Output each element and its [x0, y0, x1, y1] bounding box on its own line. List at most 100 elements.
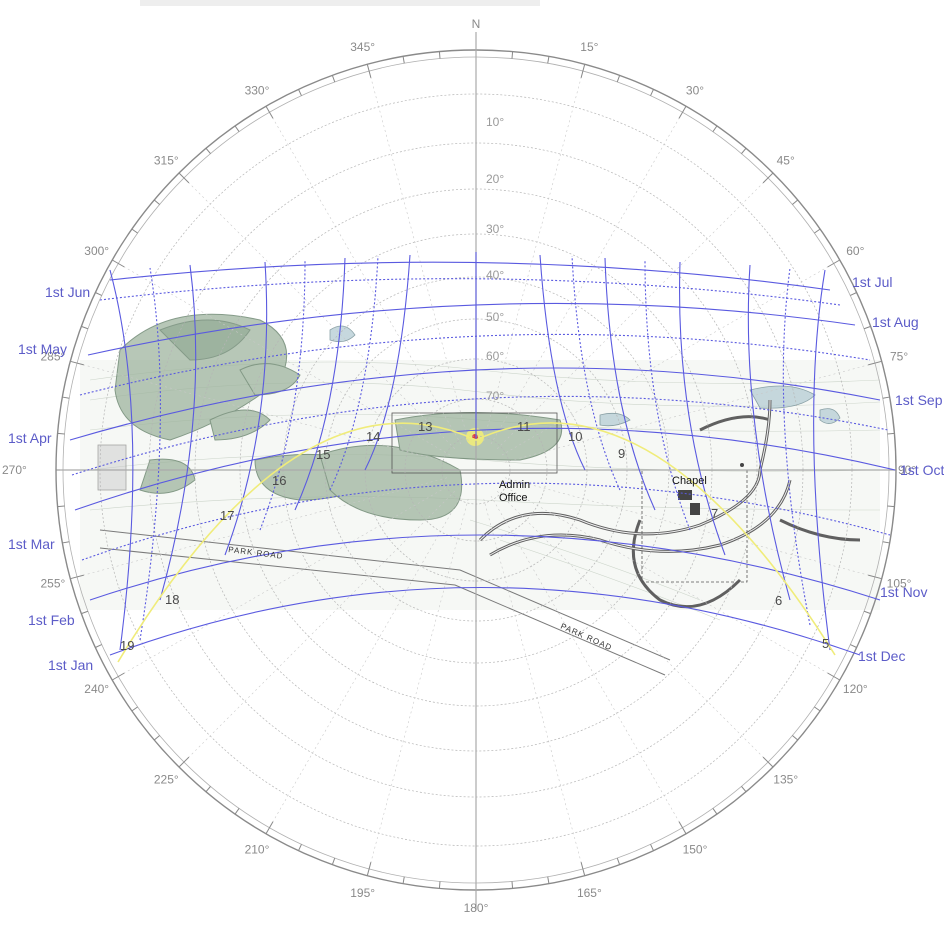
- altitude-label: 20°: [486, 172, 504, 186]
- ring-tick: [153, 199, 160, 205]
- hour-label: 7: [711, 506, 718, 521]
- hour-label: 9: [618, 446, 625, 461]
- ring-tick: [331, 75, 336, 83]
- altitude-labels: 10° 20° 30° 40° 50° 60° 70°: [486, 115, 504, 403]
- hour-label: 13: [418, 419, 432, 434]
- ring-tick: [57, 505, 65, 508]
- azimuth-label: 165°: [577, 886, 602, 900]
- ring-tick: [850, 644, 857, 648]
- ring-tick: [616, 857, 621, 865]
- month-label: 1st May: [18, 341, 67, 357]
- ring-tick: [402, 56, 405, 64]
- azimuth-label: 135°: [773, 773, 798, 787]
- ring-tick: [265, 821, 274, 834]
- ring-tick: [366, 862, 372, 876]
- ring-tick: [131, 228, 138, 234]
- azimuth-label: 105°: [887, 576, 912, 590]
- ring-tick: [265, 106, 274, 119]
- ring-tick: [234, 125, 240, 132]
- winter-solstice-arc: [117, 422, 836, 663]
- hour-label: 10: [568, 429, 582, 444]
- month-labels-right: 1st Jul 1st Aug 1st Sep 1st Oct 1st Nov …: [852, 274, 944, 664]
- ring-tick: [402, 876, 405, 884]
- ring-tick: [438, 881, 441, 889]
- ring-tick: [62, 396, 70, 399]
- month-labels-left: 1st Jun 1st May 1st Apr 1st Mar 1st Feb …: [8, 284, 93, 673]
- ring-tick: [868, 574, 882, 580]
- ring-tick: [678, 821, 687, 834]
- ring-tick: [298, 844, 302, 851]
- azimuth-label: 315°: [154, 153, 179, 167]
- ring-tick: [153, 735, 160, 741]
- month-label: 1st Jun: [45, 284, 90, 300]
- ring-tick: [827, 672, 840, 681]
- ring-tick: [882, 541, 890, 544]
- ring-tick: [678, 106, 687, 119]
- ring-tick: [112, 259, 125, 268]
- admin-office-label: Admin: [499, 479, 530, 491]
- ring-tick: [741, 786, 747, 793]
- ring-tick: [438, 51, 441, 59]
- ring-tick: [712, 125, 718, 132]
- ring-tick: [792, 199, 799, 205]
- admin-office-label: Office: [499, 492, 528, 504]
- hour-label: 11: [517, 419, 531, 434]
- hour-label: 15: [316, 447, 330, 462]
- ring-tick: [712, 808, 718, 815]
- azimuth-label: 225°: [154, 773, 179, 787]
- altitude-label: 50°: [486, 310, 504, 324]
- site-plan: [80, 313, 881, 676]
- ring-tick: [650, 844, 654, 851]
- ring-tick: [205, 147, 211, 154]
- ring-tick: [95, 292, 102, 296]
- north-label: N: [472, 17, 481, 31]
- ring-tick: [70, 360, 84, 366]
- ring-tick: [580, 64, 586, 78]
- hour-label: 18: [165, 592, 179, 607]
- month-label: 1st Jan: [48, 657, 93, 673]
- azimuth-label: 210°: [245, 842, 270, 856]
- ring-tick: [511, 881, 514, 889]
- altitude-label: 10°: [486, 115, 504, 129]
- place-labels: Admin Office Chapel: [499, 475, 707, 504]
- month-label: 1st Apr: [8, 430, 52, 446]
- month-label: 1st Aug: [872, 314, 919, 330]
- ring-tick: [547, 876, 550, 884]
- azimuth-label: 255°: [41, 576, 66, 590]
- ring-tick: [887, 505, 895, 508]
- ring-tick: [112, 672, 125, 681]
- focus-rectangle: [391, 412, 558, 474]
- ring-tick: [366, 64, 372, 78]
- hour-label: 5: [822, 636, 829, 651]
- azimuth-label: 30°: [686, 84, 704, 98]
- azimuth-label: 300°: [84, 244, 109, 258]
- azimuth-label: 330°: [245, 84, 270, 98]
- ring-tick: [547, 56, 550, 64]
- month-label: 1st Oct: [900, 462, 944, 478]
- month-label: 1st Sep: [895, 392, 943, 408]
- azimuth-label: 150°: [683, 842, 708, 856]
- ring-tick: [178, 756, 190, 768]
- month-label: 1st Nov: [880, 584, 927, 600]
- hour-label: 17: [220, 508, 234, 523]
- ring-tick: [616, 75, 621, 83]
- ring-tick: [131, 706, 138, 712]
- ring-tick: [887, 432, 895, 435]
- ring-tick: [205, 786, 211, 793]
- ring-tick: [62, 541, 70, 544]
- month-label: 1st Jul: [852, 274, 892, 290]
- azimuth-label: 345°: [350, 40, 375, 54]
- altitude-label: 40°: [486, 268, 504, 282]
- park-road-label: PARK ROAD: [559, 622, 613, 653]
- park-road: [99, 529, 671, 676]
- altitude-label: 70°: [486, 389, 504, 403]
- azimuth-label: 60°: [846, 244, 864, 258]
- azimuth-label: 75°: [890, 350, 908, 364]
- ring-tick: [331, 857, 336, 865]
- ring-tick: [57, 432, 65, 435]
- ring-tick: [863, 325, 871, 330]
- azimuth-label: 195°: [350, 886, 375, 900]
- hour-label: 14: [366, 429, 380, 444]
- header-strip: [140, 0, 540, 6]
